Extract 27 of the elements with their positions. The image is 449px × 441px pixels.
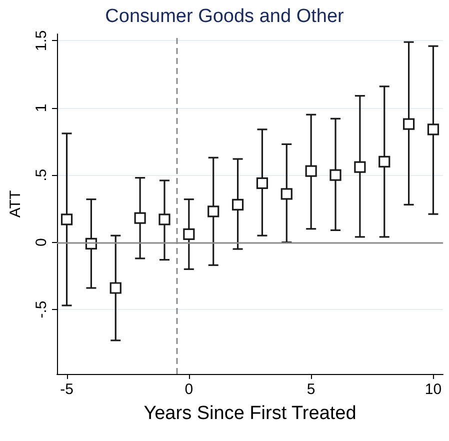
point — [280, 188, 292, 200]
point — [256, 177, 268, 189]
point — [402, 118, 415, 130]
point — [427, 124, 440, 136]
point — [378, 156, 390, 168]
point — [208, 206, 220, 218]
y-tick-label: 1 — [33, 104, 50, 112]
point — [232, 198, 244, 210]
y-tick-label: -.5 — [33, 300, 50, 318]
point — [158, 214, 170, 226]
point — [305, 165, 317, 177]
chart-title: Consumer Goods and Other — [105, 6, 345, 27]
x-tick-label: 0 — [184, 381, 194, 398]
x-tick-label: -5 — [60, 381, 74, 398]
point — [354, 161, 366, 173]
point — [60, 214, 73, 226]
x-tick-label: 10 — [424, 381, 442, 398]
x-axis-title: Years Since First Treated — [144, 403, 356, 424]
y-tick-label: .5 — [33, 168, 50, 182]
x-tick-label: 5 — [306, 381, 316, 398]
y-tick-label: 1.5 — [33, 30, 50, 52]
point — [134, 212, 146, 224]
point — [330, 169, 342, 181]
point — [110, 282, 122, 294]
y-tick-label: 0 — [33, 238, 50, 246]
point — [183, 228, 195, 240]
y-axis-title: ATT — [7, 190, 24, 218]
